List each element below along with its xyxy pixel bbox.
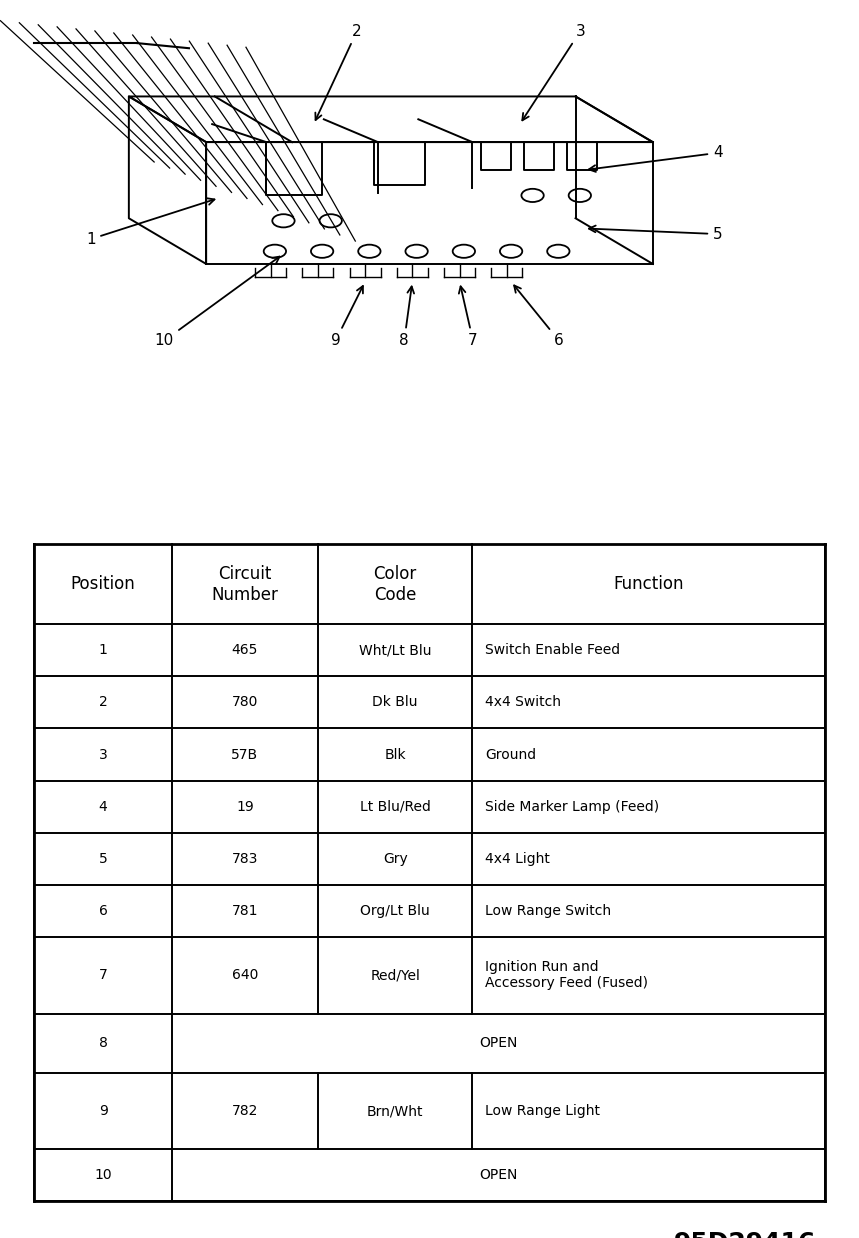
- Text: 1: 1: [99, 644, 107, 657]
- Text: 783: 783: [232, 852, 258, 865]
- Text: 782: 782: [232, 1104, 258, 1118]
- Text: Lt Blu/Red: Lt Blu/Red: [360, 800, 430, 813]
- Text: Low Range Switch: Low Range Switch: [485, 904, 612, 919]
- Text: 780: 780: [232, 696, 258, 709]
- Text: 640: 640: [232, 968, 258, 983]
- Text: Dk Blu: Dk Blu: [373, 696, 417, 709]
- Text: Function: Function: [613, 576, 684, 593]
- Text: Ground: Ground: [485, 748, 537, 761]
- Text: Wht/Lt Blu: Wht/Lt Blu: [359, 644, 431, 657]
- Text: 10: 10: [94, 1169, 112, 1182]
- Text: 6: 6: [515, 286, 564, 348]
- Text: 1: 1: [86, 198, 215, 246]
- Text: 9: 9: [331, 286, 363, 348]
- Text: Brn/Wht: Brn/Wht: [367, 1104, 423, 1118]
- Text: Color
Code: Color Code: [374, 565, 417, 603]
- Text: Org/Lt Blu: Org/Lt Blu: [360, 904, 430, 919]
- Text: 465: 465: [232, 644, 258, 657]
- Text: 4x4 Light: 4x4 Light: [485, 852, 551, 865]
- Text: Blk: Blk: [384, 748, 406, 761]
- Text: 4x4 Switch: 4x4 Switch: [485, 696, 561, 709]
- Text: Position: Position: [70, 576, 136, 593]
- Text: 4: 4: [589, 145, 722, 172]
- Text: 8: 8: [99, 1036, 107, 1050]
- Text: Gry: Gry: [383, 852, 407, 865]
- Text: 95D29416: 95D29416: [673, 1231, 816, 1238]
- Text: 5: 5: [589, 225, 722, 241]
- Text: OPEN: OPEN: [479, 1169, 517, 1182]
- Text: 7: 7: [459, 286, 478, 348]
- Text: 6: 6: [99, 904, 107, 919]
- Text: Switch Enable Feed: Switch Enable Feed: [485, 644, 620, 657]
- Text: 3: 3: [522, 24, 585, 120]
- Text: 57B: 57B: [231, 748, 259, 761]
- Text: Red/Yel: Red/Yel: [370, 968, 420, 983]
- Text: 4: 4: [99, 800, 107, 813]
- Text: 7: 7: [99, 968, 107, 983]
- Text: Ignition Run and
Accessory Feed (Fused): Ignition Run and Accessory Feed (Fused): [485, 961, 649, 990]
- Text: 5: 5: [99, 852, 107, 865]
- Text: Circuit
Number: Circuit Number: [211, 565, 278, 603]
- Text: 19: 19: [236, 800, 253, 813]
- Text: OPEN: OPEN: [479, 1036, 517, 1050]
- Text: 781: 781: [232, 904, 258, 919]
- Text: 3: 3: [99, 748, 107, 761]
- Text: 8: 8: [399, 286, 414, 348]
- Text: 2: 2: [99, 696, 107, 709]
- Text: Side Marker Lamp (Feed): Side Marker Lamp (Feed): [485, 800, 660, 813]
- Text: 9: 9: [99, 1104, 107, 1118]
- Text: 10: 10: [155, 256, 279, 348]
- Text: Low Range Light: Low Range Light: [485, 1104, 600, 1118]
- Text: 2: 2: [315, 24, 362, 120]
